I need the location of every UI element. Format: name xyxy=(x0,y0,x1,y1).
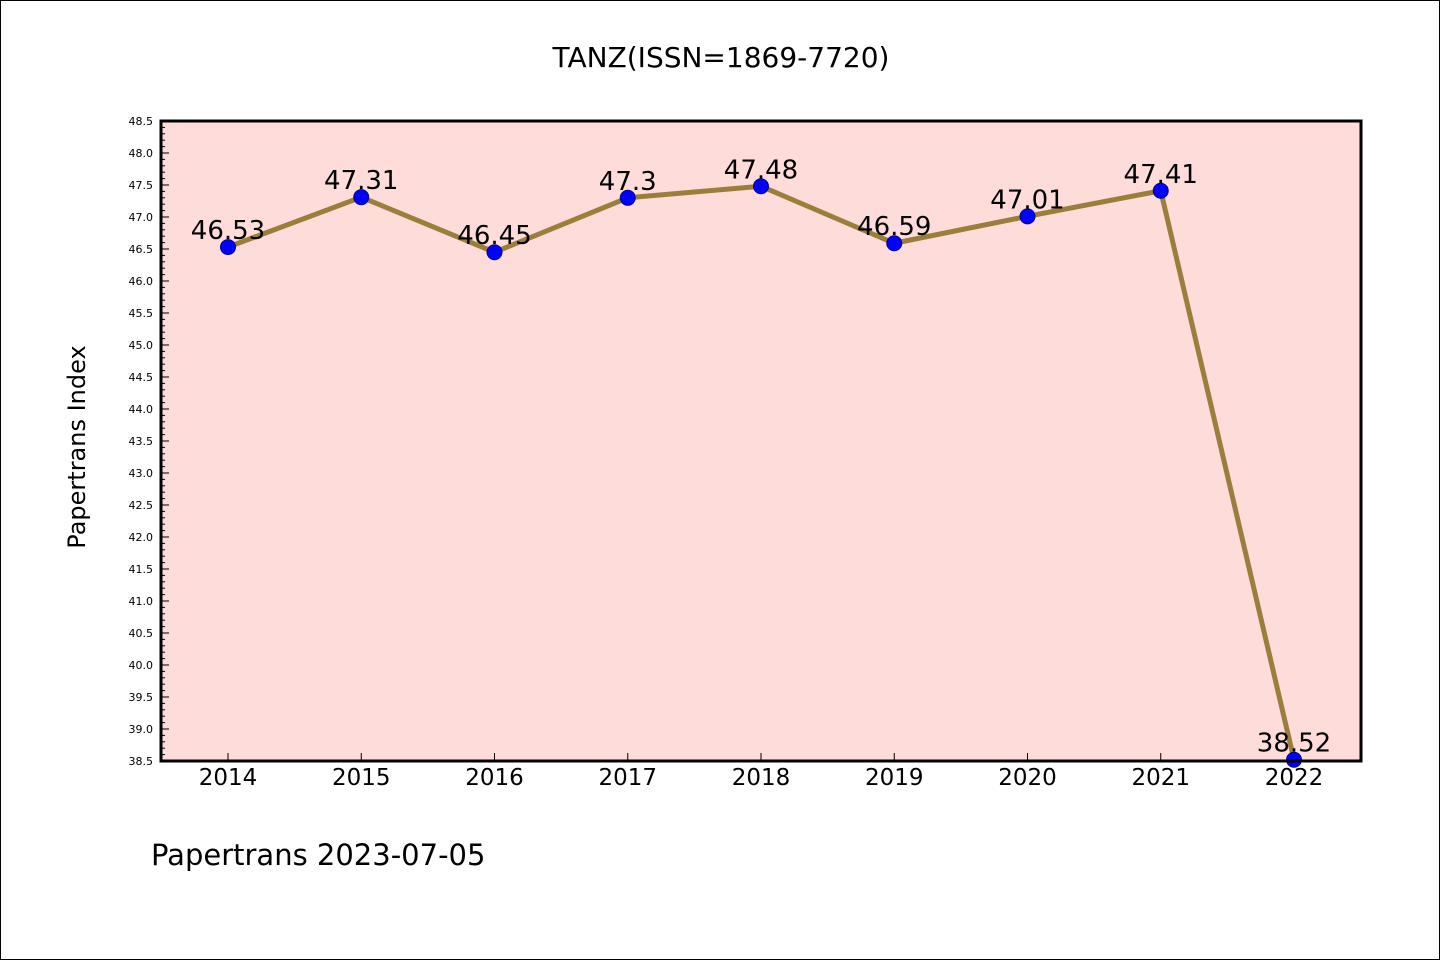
y-tick-label: 45.0 xyxy=(129,339,154,352)
y-tick-label: 38.5 xyxy=(129,755,154,768)
data-point xyxy=(220,239,236,256)
x-tick-label: 2021 xyxy=(1131,765,1190,791)
data-point xyxy=(753,178,769,195)
x-tick-label: 2014 xyxy=(199,765,258,791)
x-axis: 2014 2015 2016 2017 2018 2019 2020 2021 2022 xyxy=(199,753,1324,791)
data-label: 47.41 xyxy=(1124,160,1198,190)
y-tick-label: 46.0 xyxy=(129,275,154,288)
y-tick-label: 41.5 xyxy=(129,563,154,576)
x-tick-label: 2015 xyxy=(332,765,391,791)
data-label: 46.53 xyxy=(191,216,265,246)
data-label: 47.3 xyxy=(599,167,657,197)
y-tick-label: 42.0 xyxy=(129,531,154,544)
data-label: 46.59 xyxy=(857,212,931,242)
chart-title: TANZ(ISSN=1869-7720) xyxy=(552,41,890,74)
data-point xyxy=(1152,182,1169,199)
y-axis-label: Papertrans Index xyxy=(63,345,91,548)
plot-area xyxy=(161,121,1361,761)
data-label: 47.01 xyxy=(990,185,1064,215)
y-tick-label: 44.5 xyxy=(129,371,154,384)
y-tick-label: 43.5 xyxy=(129,435,154,448)
x-tick-label: 2017 xyxy=(598,765,657,791)
data-label: 47.31 xyxy=(324,166,398,196)
x-tick-label: 2022 xyxy=(1265,765,1324,791)
x-tick-label: 2020 xyxy=(998,765,1057,791)
y-axis: 38.5 39.0 39.5 40.0 40.5 41.0 41.5 42.0 42.5 43.0… xyxy=(129,115,169,768)
data-point xyxy=(486,244,503,261)
y-tick-label: 48.5 xyxy=(129,115,154,128)
y-tick-label: 40.0 xyxy=(129,659,154,672)
data-label: 46.45 xyxy=(457,221,531,251)
x-tick-label: 2019 xyxy=(865,765,924,791)
data-point xyxy=(1019,208,1036,225)
y-tick-label: 39.0 xyxy=(129,723,154,736)
x-tick-label: 2018 xyxy=(732,765,791,791)
y-tick-label: 42.5 xyxy=(129,499,154,512)
data-point xyxy=(619,189,636,206)
y-tick-label: 45.5 xyxy=(129,307,154,320)
data-label: 38.52 xyxy=(1257,729,1331,759)
x-tick-label: 2016 xyxy=(465,765,524,791)
y-tick-label: 41.0 xyxy=(129,595,154,608)
data-point xyxy=(886,235,903,252)
y-tick-label: 47.5 xyxy=(129,179,154,192)
data-label: 47.48 xyxy=(724,155,798,185)
y-tick-label: 44.0 xyxy=(129,403,154,416)
y-tick-label: 39.5 xyxy=(129,691,154,704)
footer-credit: Papertrans 2023-07-05 xyxy=(151,838,485,872)
series: 46.53 47.31 46.45 47.3 47.48 46.59 47.01 47.41 3… xyxy=(191,155,1331,768)
y-tick-label: 40.5 xyxy=(129,627,154,640)
y-tick-label: 46.5 xyxy=(129,243,154,256)
y-tick-label: 48.0 xyxy=(129,147,154,160)
y-tick-label: 47.0 xyxy=(129,211,154,224)
y-tick-label: 43.0 xyxy=(129,467,154,480)
data-point xyxy=(353,189,370,206)
plot-frame xyxy=(159,119,1363,763)
